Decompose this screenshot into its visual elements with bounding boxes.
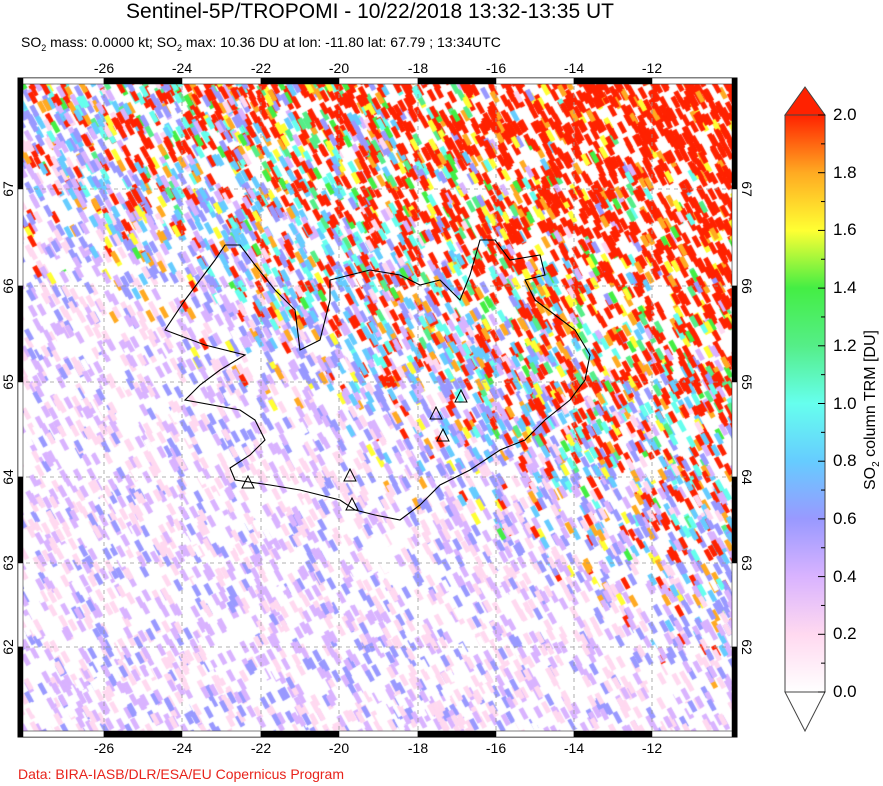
so2-label: SO — [21, 34, 42, 50]
frame-segment-bottom — [338, 730, 419, 738]
mass-text: mass: 0.0000 kt; — [46, 34, 157, 50]
colorbar-tick-label: 2.0 — [833, 105, 857, 124]
lon-tick-label-top: -14 — [563, 60, 585, 76]
colorbar-tick-label: 0.4 — [833, 566, 857, 586]
frame-segment-right — [731, 476, 738, 564]
lon-tick-label-bottom: -14 — [563, 740, 585, 756]
frame-segment-left — [17, 381, 24, 478]
frame-segment-right — [731, 77, 738, 190]
lon-tick-label-bottom: -24 — [171, 740, 193, 756]
so2-label: SO — [156, 34, 177, 50]
volcano-triangle-icon — [345, 496, 359, 511]
colorbar-tick-label: 1.2 — [833, 335, 857, 355]
colorbar-tick-label: 0.6 — [833, 508, 857, 528]
lat-tick-label-right: 66 — [739, 278, 755, 294]
lat-tick-label-right: 65 — [739, 374, 755, 390]
lat-tick-label-left: 67 — [0, 181, 16, 197]
cb-title-b: column TRM [DU] — [861, 330, 879, 462]
frame-segment-right — [731, 381, 738, 478]
frame-segment-left — [17, 646, 24, 738]
lon-tick-label-top: -12 — [641, 60, 663, 76]
subtitle: SO2 mass: 0.0000 kt; SO2 max: 10.36 DU a… — [21, 34, 501, 53]
lon-tick-label-top: -26 — [93, 60, 115, 76]
lon-tick-label-top: -24 — [171, 60, 193, 76]
colorbar-tick-label: 0.8 — [833, 451, 857, 471]
frame-segment-top — [260, 77, 340, 85]
max-text: max: 10.36 DU at lon: -11.80 lat: 67.79 … — [182, 34, 501, 50]
colorbar — [784, 114, 826, 693]
frame-segment-right — [731, 188, 738, 287]
frame-segment-bottom — [417, 730, 497, 738]
colorbar-tick-label: 1.8 — [833, 162, 857, 182]
volcano-triangle-icon — [343, 467, 357, 482]
volcano-triangle-icon — [436, 427, 450, 442]
colorbar-tick-label: 0.2 — [833, 624, 857, 644]
frame-segment-top — [17, 77, 105, 85]
map-frame — [17, 77, 738, 738]
colorbar-title: SO2 column TRM [DU] — [862, 330, 882, 490]
colorbar-max-arrow — [784, 86, 826, 116]
lon-tick-label-bottom: -18 — [407, 740, 429, 756]
frame-segment-bottom — [260, 730, 340, 738]
lon-tick-label-bottom: -20 — [328, 740, 350, 756]
frame-segment-left — [17, 562, 24, 648]
volcano-triangle-icon — [241, 474, 255, 489]
frame-segment-bottom — [103, 730, 183, 738]
frame-segment-left — [17, 476, 24, 564]
lat-tick-label-left: 64 — [0, 469, 16, 485]
lon-tick-label-top: -22 — [250, 60, 272, 76]
colorbar-tick-label: 1.6 — [833, 220, 857, 240]
frame-segment-bottom — [17, 730, 105, 738]
frame-segment-right — [731, 562, 738, 648]
frame-segment-top — [338, 77, 419, 85]
cb-title-sub: 2 — [871, 461, 883, 467]
colorbar-tick-label: 1.0 — [833, 393, 857, 413]
frame-segment-top — [573, 77, 653, 85]
lat-tick-label-right: 62 — [739, 639, 755, 655]
colorbar-min-arrow — [784, 691, 826, 733]
lon-tick-label-top: -16 — [485, 60, 507, 76]
cb-title-a: SO — [861, 466, 879, 490]
frame-segment-top — [495, 77, 575, 85]
lon-tick-label-top: -20 — [328, 60, 350, 76]
frame-segment-bottom — [181, 730, 262, 738]
volcano-triangle-icon — [454, 388, 468, 403]
frame-segment-bottom — [573, 730, 653, 738]
data-credit: Data: BIRA-IASB/DLR/ESA/EU Copernicus Pr… — [18, 766, 345, 782]
frame-segment-top — [181, 77, 262, 85]
volcano-triangle-icon — [429, 405, 443, 420]
iceland-coastline — [164, 239, 591, 521]
lon-tick-label-bottom: -26 — [93, 740, 115, 756]
lat-tick-label-right: 67 — [739, 181, 755, 197]
frame-segment-top — [651, 77, 738, 85]
colorbar-tick-label: 1.4 — [833, 278, 857, 298]
lon-tick-label-bottom: -12 — [641, 740, 663, 756]
frame-segment-bottom — [651, 730, 738, 738]
frame-segment-bottom — [495, 730, 575, 738]
lat-tick-label-left: 65 — [0, 374, 16, 390]
lat-tick-label-right: 64 — [739, 469, 755, 485]
lat-tick-label-left: 66 — [0, 278, 16, 294]
frame-segment-left — [17, 285, 24, 383]
frame-segment-top — [417, 77, 497, 85]
frame-segment-top — [103, 77, 183, 85]
frame-segment-right — [731, 285, 738, 383]
lon-tick-label-bottom: -16 — [485, 740, 507, 756]
lon-tick-label-bottom: -22 — [250, 740, 272, 756]
frame-segment-right — [731, 646, 738, 738]
map-title: Sentinel-5P/TROPOMI - 10/22/2018 13:32-1… — [126, 0, 614, 23]
lon-tick-label-top: -18 — [407, 60, 429, 76]
lat-tick-label-right: 63 — [739, 555, 755, 571]
frame-segment-left — [17, 188, 24, 287]
colorbar-tick-label: 0.0 — [833, 682, 857, 701]
lat-tick-label-left: 62 — [0, 639, 16, 655]
lat-tick-label-left: 63 — [0, 555, 16, 571]
frame-segment-left — [17, 77, 24, 190]
